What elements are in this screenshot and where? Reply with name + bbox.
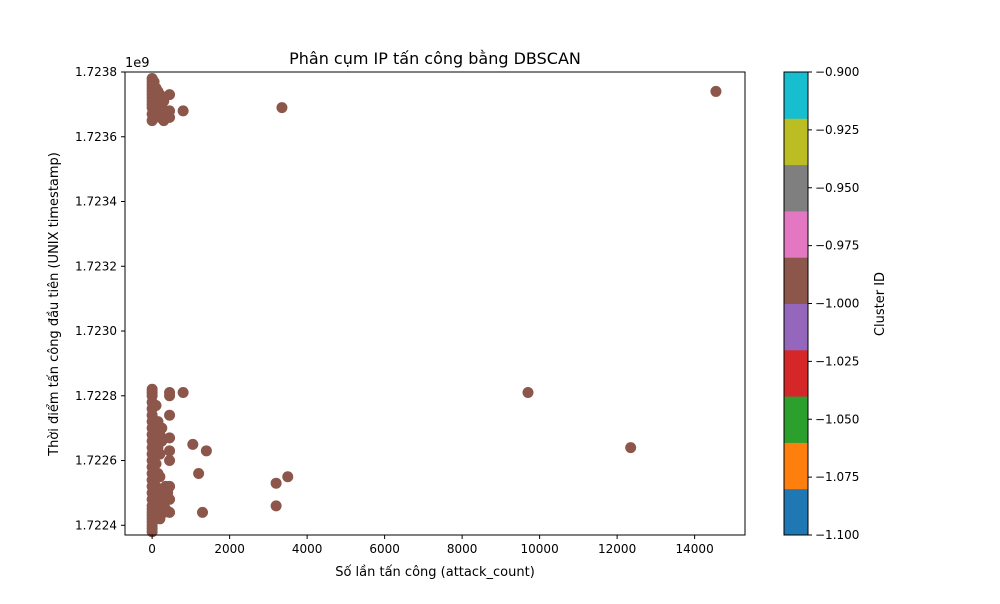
data-point [164,445,176,457]
x-tick-label: 6000 [369,542,400,556]
x-tick-label: 0 [148,542,156,556]
y-tick-label: 1.7234 [75,195,117,209]
data-point [164,89,176,101]
data-point [200,445,212,457]
x-axis-ticks: 0 2000 4000 6000 8000 10000 12000 14000 [148,535,714,556]
x-tick-label: 8000 [447,542,478,556]
plot-area-background [125,72,745,535]
colorbar-tick-label: −0.950 [815,181,859,195]
data-point [197,506,208,518]
colorbar [783,71,809,536]
x-tick-label: 14000 [676,542,714,556]
y-tick-label: 1.7228 [75,389,117,403]
x-tick-label: 4000 [292,542,323,556]
y-axis-ticks: 1.7224 1.7226 1.7228 1.7230 1.7232 1.7234 1.72… [75,65,125,532]
colorbar-tick-label: −1.050 [815,412,859,426]
data-point [710,85,722,97]
data-point [156,422,168,434]
y-axis-offset-label: 1e9 [125,56,150,71]
y-tick-label: 1.7226 [75,454,117,468]
data-point [164,390,176,402]
data-point [164,111,176,123]
data-point [625,442,637,454]
x-tick-label: 12000 [598,542,636,556]
colorbar-tick-label: −1.025 [815,354,859,368]
data-point [177,387,189,399]
colorbar-segment [784,488,808,536]
x-tick-label: 10000 [521,542,559,556]
colorbar-tick-label: −1.075 [815,470,859,484]
data-point [164,432,176,444]
colorbar-label: Cluster ID [873,272,888,336]
data-point [150,399,162,411]
data-point [276,102,288,114]
chart-title: Phân cụm IP tấn công bằng DBSCAN [289,49,581,68]
plot-area-frame [124,71,746,536]
x-tick-label: 2000 [214,542,245,556]
colorbar-tick-label: −1.000 [815,297,859,311]
colorbar-tick-label: −0.900 [815,65,859,79]
x-axis-label: Số lần tấn công (attack_count) [335,565,535,580]
data-point [270,500,282,512]
colorbar-segment [784,257,808,304]
data-point [164,409,176,421]
data-point [154,513,166,525]
colorbar-segment [784,349,808,397]
data-point [193,467,205,479]
y-tick-label: 1.7238 [75,65,117,79]
colorbar-tick-label: −0.975 [815,239,859,253]
data-point [187,438,199,450]
y-tick-label: 1.7232 [75,259,117,273]
colorbar-segment [784,210,808,258]
y-tick-label: 1.7224 [75,518,117,532]
data-point [270,477,282,489]
data-point [177,105,189,117]
y-tick-label: 1.7236 [75,130,117,144]
data-point [156,98,168,110]
data-point [164,455,176,467]
data-point [160,503,172,515]
colorbar-segment [784,72,808,119]
y-axis-label: Thời điểm tấn công đầu tiên (UNIX timest… [47,152,62,457]
colorbar-segment [784,442,808,490]
colorbar-segment [784,396,808,443]
colorbar-segment [784,118,808,166]
colorbar-ticks: −1.100 −1.075 −1.050 −1.025 −1.000 −0.975 −0.9… [808,65,859,542]
data-point [154,471,166,483]
data-point [282,471,294,483]
colorbar-segment [784,303,808,351]
data-point [164,480,176,492]
colorbar-tick-label: −1.100 [815,528,859,542]
data-points [146,72,722,538]
data-point [154,448,166,460]
y-tick-label: 1.7230 [75,324,117,338]
data-point [522,387,534,399]
data-point [150,458,162,470]
colorbar-tick-label: −0.925 [815,123,859,137]
colorbar-segment [784,164,808,212]
